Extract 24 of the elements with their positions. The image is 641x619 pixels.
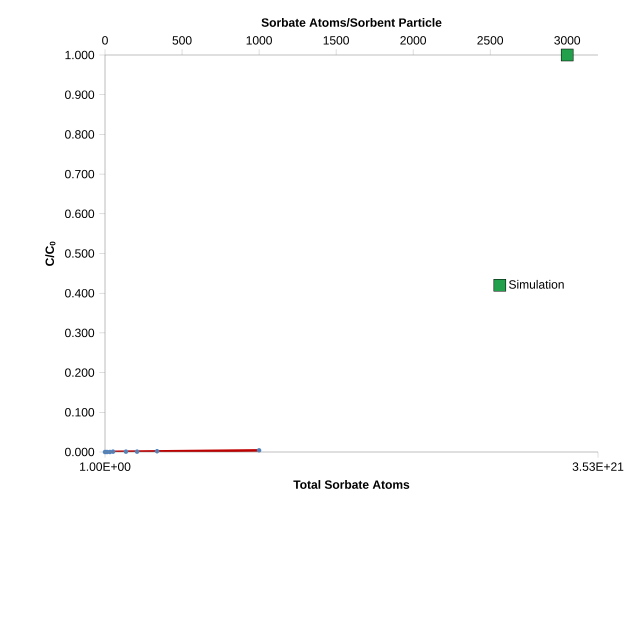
y-tick-label: 1.000 <box>65 50 94 60</box>
x2-tick-label: 500 <box>172 36 192 45</box>
x2-tick-label: 3000 <box>554 36 580 45</box>
x2-tick-label: 0 <box>102 36 108 45</box>
x2-tick-label: 1500 <box>324 36 349 45</box>
legend-label: Simulation <box>509 280 564 289</box>
y-tick-label: 0.100 <box>65 408 94 417</box>
x-tick-label: 1.00E+00 <box>80 462 130 471</box>
x2-tick-label: 2000 <box>400 36 426 45</box>
y-tick-label: 0.800 <box>65 130 94 139</box>
x2-tick-label: 2500 <box>477 36 504 45</box>
x-axis-title: Total Sorbate Atoms <box>293 480 410 489</box>
y-axis-title: C/C$_{0}$ <box>45 242 56 266</box>
y-tick-label: 0.300 <box>65 328 94 338</box>
x2-tick-label: 1000 <box>246 36 272 45</box>
y-tick-label: 0.200 <box>65 368 94 377</box>
y-tick-label: 0.600 <box>65 210 94 218</box>
y-tick-label: 0.000 <box>65 448 94 456</box>
y-tick-label: 0.700 <box>65 170 94 178</box>
y-tick-label: 0.900 <box>65 90 94 99</box>
y-tick-label: 0.400 <box>65 288 94 298</box>
x-tick-label: 3.53E+21 <box>572 462 624 471</box>
y-tick-label: 0.500 <box>65 249 94 258</box>
x2-axis-title: Sorbate Atoms/Sorbent Particle <box>262 18 442 27</box>
